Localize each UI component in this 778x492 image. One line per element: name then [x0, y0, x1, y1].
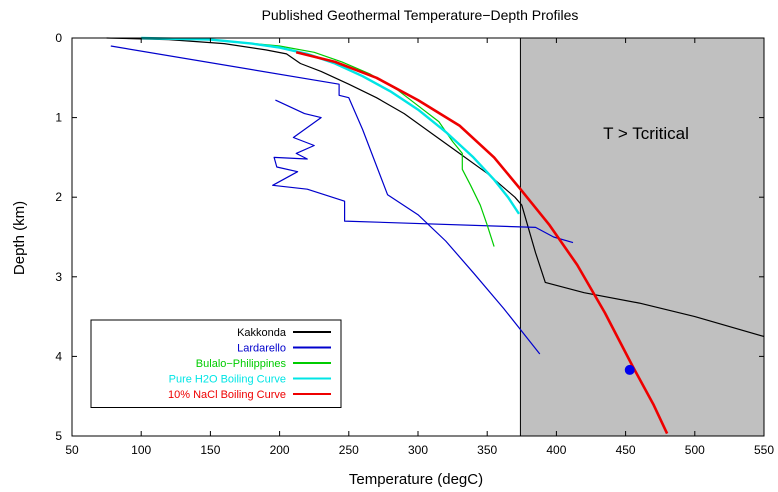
y-axis-label: Depth (km)	[11, 201, 28, 275]
y-tick-label: 1	[55, 111, 62, 125]
chart-title: Published Geothermal Temperature−Depth P…	[262, 7, 579, 23]
y-tick-label: 3	[55, 270, 62, 284]
x-axis-label: Temperature (degC)	[349, 471, 483, 488]
legend-label: Lardarello	[237, 343, 286, 355]
x-tick-label: 450	[616, 443, 636, 457]
y-axis-ticks: 0 1 2 3 4 5	[55, 31, 764, 443]
x-tick-label: 150	[200, 443, 220, 457]
legend-label: 10% NaCl Boiling Curve	[168, 389, 286, 401]
x-axis-ticks: 50 100 150 200 250 300 350 400 450 500 550	[65, 38, 774, 457]
series-line-0	[106, 37, 765, 338]
y-tick-label: 4	[55, 349, 62, 363]
series-line-3	[141, 37, 495, 247]
legend-label: Bulalo−Philippines	[196, 358, 287, 370]
shaded-region	[520, 38, 764, 436]
x-tick-label: 350	[477, 443, 497, 457]
x-tick-label: 100	[131, 443, 151, 457]
legend-label: Kakkonda	[237, 327, 287, 339]
legend: Kakkonda Lardarello Bulalo−Philippines Pure…	[90, 319, 342, 408]
x-tick-label: 400	[546, 443, 566, 457]
y-tick-label: 5	[55, 429, 62, 443]
data-point-marker	[624, 364, 635, 375]
y-tick-label: 2	[55, 190, 62, 204]
legend-label: Pure H2O Boiling Curve	[169, 374, 286, 386]
x-tick-label: 300	[408, 443, 428, 457]
x-tick-label: 200	[270, 443, 290, 457]
shaded-region-label: T > Tcritical	[603, 124, 689, 143]
marker-group	[624, 364, 635, 375]
x-tick-label: 250	[339, 443, 359, 457]
series-line-2	[272, 99, 574, 244]
x-tick-label: 500	[685, 443, 705, 457]
y-tick-label: 0	[55, 31, 62, 45]
x-tick-label: 50	[65, 443, 79, 457]
series-line-4	[141, 36, 521, 215]
series-line-1	[110, 45, 541, 355]
x-tick-label: 550	[754, 443, 774, 457]
